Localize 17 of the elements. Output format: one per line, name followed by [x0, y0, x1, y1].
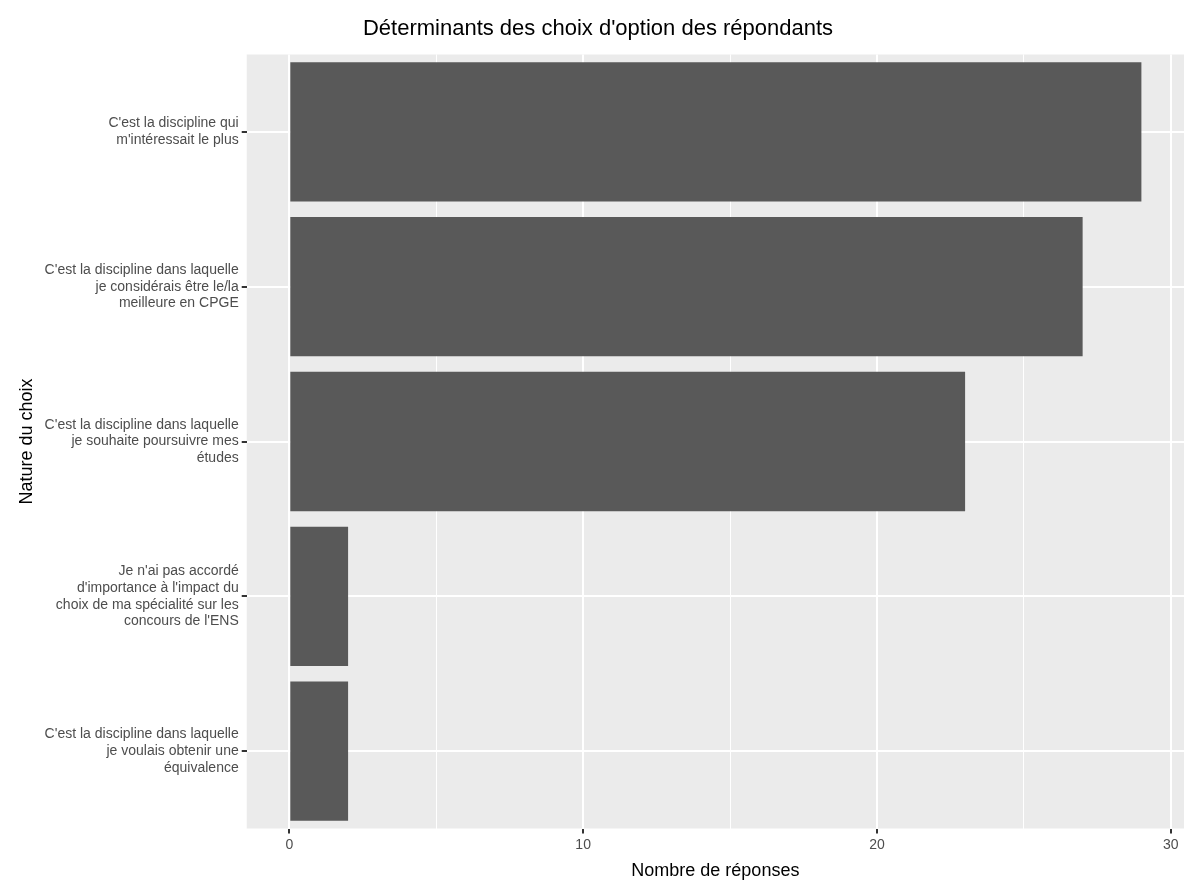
- y-tick-label: C'est la discipline qui m'intéressait le plus: [108, 114, 239, 148]
- x-tick-label: 20: [869, 835, 885, 852]
- y-tick-label: C'est la discipline dans laquelle je considérais être le/la meilleure en CPGE: [44, 260, 239, 311]
- bar: [290, 681, 349, 821]
- x-tick-label: 0: [285, 835, 294, 852]
- x-axis-title: Nombre de réponses: [631, 860, 800, 881]
- y-tick-label: C'est la discipline dans laquelle je voulais obtenir une équivalence: [44, 725, 239, 775]
- bar: [290, 526, 349, 667]
- bar: [290, 371, 966, 512]
- y-tick-label: Je n'ai pas accordé d'importance à l'impact du choix de ma spécialité sur les concours de l'ENS: [55, 562, 239, 629]
- x-tick-label: 10: [575, 835, 592, 852]
- y-tick-label: C'est la discipline dans laquelle je souhaite poursuivre mes études: [44, 415, 239, 466]
- chart-title: Déterminants des choix d'option des répondants: [362, 15, 834, 41]
- y-axis-title: Nature du choix: [15, 378, 36, 505]
- x-tick-label: 30: [1162, 835, 1179, 852]
- bar: [290, 216, 1083, 357]
- bar: [290, 62, 1142, 202]
